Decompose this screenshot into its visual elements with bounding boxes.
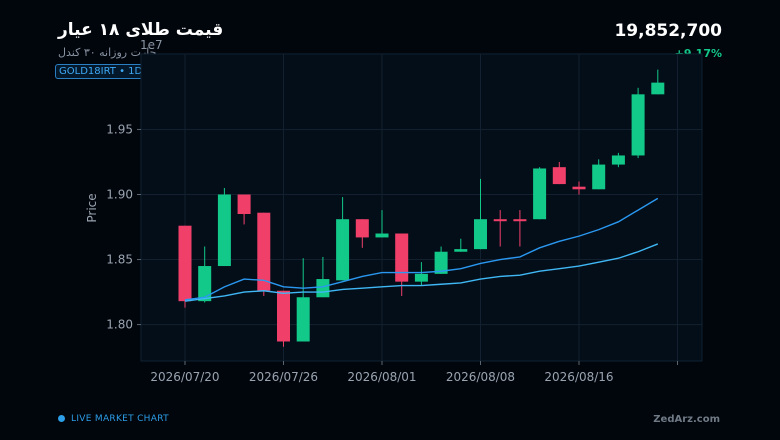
y-tick-label: 1.90 [106, 187, 133, 201]
candle-up [651, 82, 665, 95]
candle-up [631, 94, 645, 156]
candle-up [316, 279, 330, 298]
candle-down [572, 186, 586, 190]
candle-up [198, 266, 212, 302]
y-tick-label: 1.95 [106, 122, 133, 136]
candle-up [434, 251, 448, 274]
candle-up [414, 273, 428, 282]
candle-up [454, 249, 468, 252]
x-axis: 2026/07/20 2026/07/26 2026/08/01 2026/08/08… [150, 361, 678, 384]
candle-down [178, 225, 192, 302]
candle-down [552, 167, 566, 185]
candle-up [217, 194, 231, 267]
candle-down [493, 219, 507, 222]
y-axis: 1.80 1.85 1.90 1.95 [106, 122, 141, 332]
moving-averages [184, 197, 659, 302]
x-tick-label: 2026/08/01 [347, 370, 416, 384]
live-label: LIVE MARKET CHART [58, 414, 169, 424]
plot-area [140, 53, 703, 362]
x-tick-label: 2026/08/16 [544, 370, 613, 384]
candle-down [237, 194, 251, 215]
live-label-text: LIVE MARKET CHART [71, 414, 169, 424]
candle-down [355, 219, 369, 238]
x-tick-label: 2026/08/08 [446, 370, 515, 384]
y-tick-label: 1.80 [106, 318, 133, 332]
candle-up [611, 155, 625, 165]
candle-up [296, 297, 310, 342]
current-price: 19,852,700 [614, 21, 722, 41]
y-axis-label: Price [85, 193, 99, 222]
candles [178, 69, 665, 347]
candle-up [533, 168, 547, 220]
chart-title: قیمت طلای ۱۸ عیار [58, 20, 224, 40]
x-tick-label: 2026/07/26 [249, 370, 318, 384]
ma-fast-line [184, 197, 659, 301]
candle-down [257, 212, 271, 291]
candle-up [375, 233, 389, 238]
candle-up [336, 219, 350, 281]
candle-down [277, 290, 290, 342]
candle-down [513, 219, 527, 222]
symbol-badge: GOLD18IRT • 1D [55, 64, 147, 79]
live-dot-icon [58, 415, 65, 422]
x-tick-label: 2026/07/20 [150, 370, 219, 384]
candle-up [592, 164, 606, 190]
brand-label: ZedArz.com [653, 414, 720, 425]
y-tick-label: 1.85 [106, 253, 133, 267]
candle-up [474, 219, 487, 250]
y-axis-exponent: 1e7 [140, 38, 163, 52]
candle-down [395, 233, 409, 282]
ma-slow-line [184, 243, 659, 302]
